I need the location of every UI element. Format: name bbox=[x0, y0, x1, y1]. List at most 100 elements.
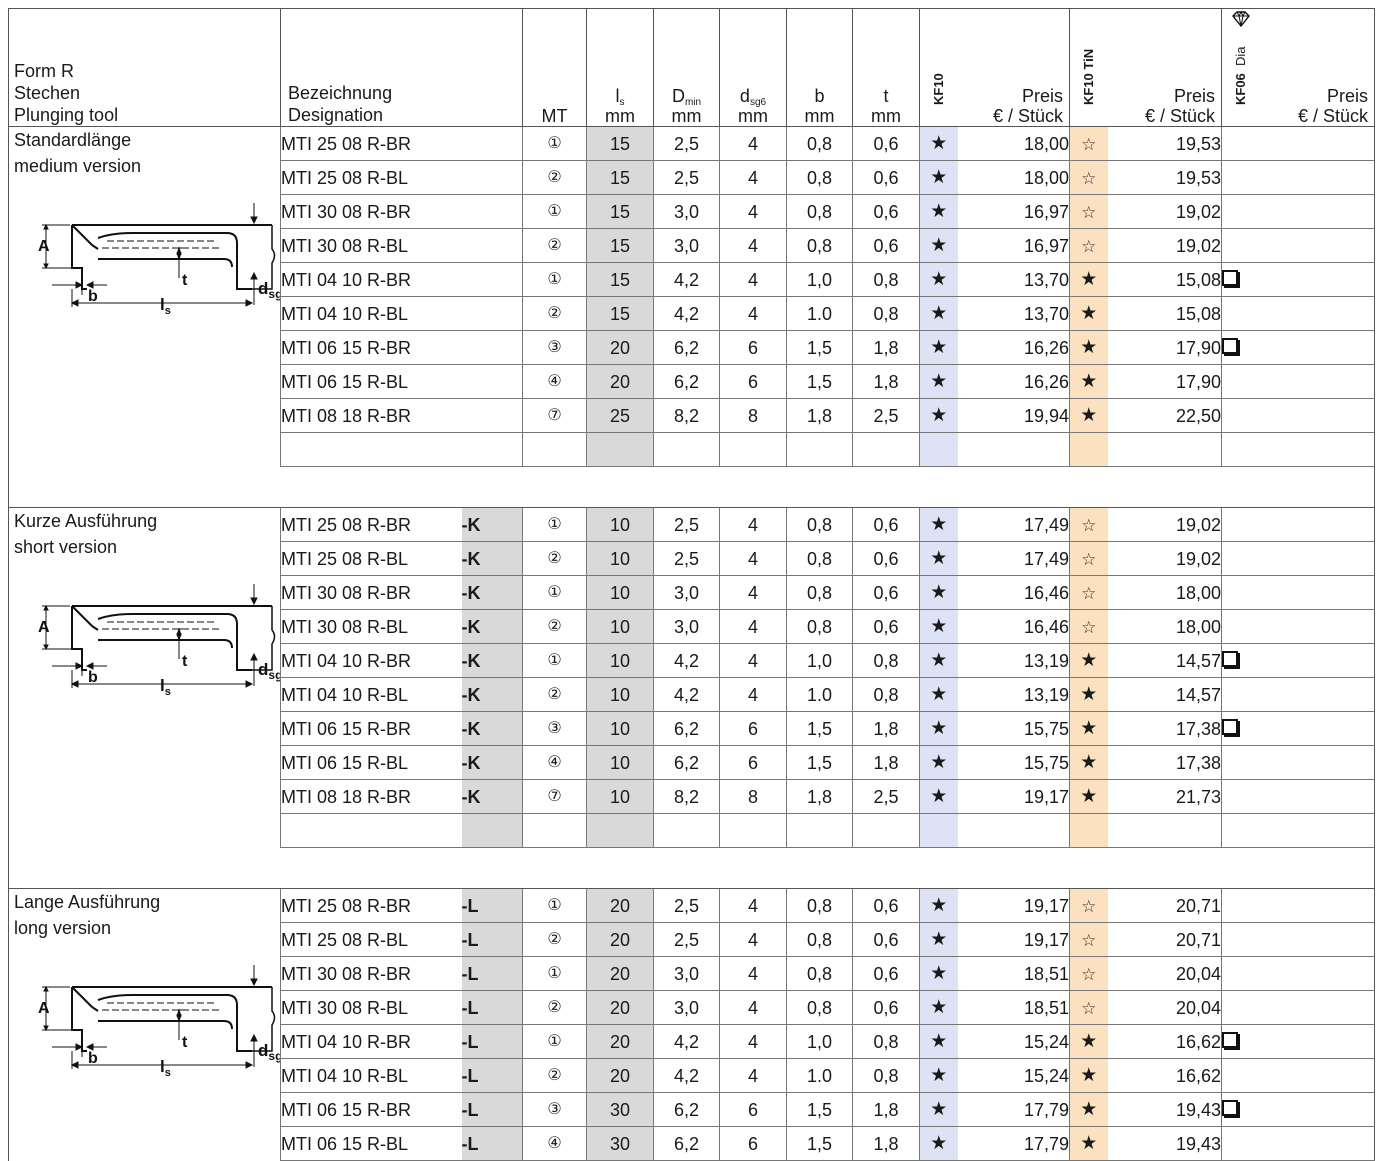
suffix-cell bbox=[461, 330, 523, 365]
b-cell: 1,5 bbox=[786, 711, 853, 746]
suffix-cell: -K bbox=[461, 643, 523, 678]
filled-star-icon: ★ bbox=[930, 650, 948, 671]
checkbox-icon[interactable] bbox=[1222, 1032, 1238, 1048]
kf06-dia-cell[interactable] bbox=[1221, 1024, 1260, 1059]
kf10-cell: ★ bbox=[919, 888, 958, 923]
form-header: Form R Stechen Plunging tool bbox=[8, 8, 281, 127]
dia-price-cell bbox=[1259, 677, 1375, 712]
dmin-cell: 2,5 bbox=[653, 126, 720, 161]
section-title-en: medium version bbox=[14, 156, 142, 176]
ls-cell: 15 bbox=[586, 228, 654, 263]
outline-star-icon: ☆ bbox=[1081, 515, 1097, 535]
section-separator bbox=[8, 847, 1375, 889]
unit-label: mm bbox=[871, 106, 901, 126]
outline-star-icon: ☆ bbox=[1081, 168, 1097, 188]
kf06-dia-cell bbox=[1221, 922, 1260, 957]
empty-cell bbox=[586, 432, 654, 467]
empty-cell bbox=[1069, 432, 1108, 467]
suffix-cell: -L bbox=[461, 1024, 523, 1059]
checkbox-icon[interactable] bbox=[1222, 651, 1238, 667]
kf06-dia-cell bbox=[1221, 126, 1260, 161]
filled-star-icon: ★ bbox=[930, 337, 948, 358]
empty-row bbox=[9, 813, 1375, 848]
drawing-label-b: b bbox=[88, 669, 98, 686]
checkbox-icon[interactable] bbox=[1222, 270, 1238, 286]
dsg6-cell: 6 bbox=[719, 1126, 787, 1161]
kf10-cell: ★ bbox=[919, 609, 958, 644]
dia-price-cell bbox=[1259, 643, 1375, 678]
drawing-label-b: b bbox=[88, 288, 98, 305]
filled-star-icon: ★ bbox=[930, 133, 948, 154]
kf10-cell: ★ bbox=[919, 160, 958, 195]
dmin-cell: 4,2 bbox=[653, 1024, 720, 1059]
ls-cell: 10 bbox=[586, 609, 654, 644]
empty-cell bbox=[586, 813, 654, 848]
dmin-label: Dmin bbox=[671, 86, 702, 108]
dmin-cell: 3,0 bbox=[653, 228, 720, 263]
filled-star-icon: ★ bbox=[1080, 684, 1098, 705]
mt-cell: ② bbox=[522, 541, 587, 576]
outline-star-icon: ☆ bbox=[1081, 964, 1097, 984]
designation-label-en: Designation bbox=[288, 105, 384, 125]
kf06-dia-cell bbox=[1221, 296, 1260, 331]
designation-cell: MTI 25 08 R-BR bbox=[280, 126, 462, 161]
dia-price-cell bbox=[1259, 575, 1375, 610]
suffix-cell: -L bbox=[461, 956, 523, 991]
checkbox-icon[interactable] bbox=[1222, 719, 1238, 735]
kf10-tin-price-cell: 20,71 bbox=[1107, 888, 1222, 923]
dia-price-cell bbox=[1259, 922, 1375, 957]
dia-price-cell bbox=[1259, 745, 1375, 780]
table-row: MTI 06 15 R-BR ③ 20 6,2 6 1,5 1,8 ★ 16,26 ★ 17,90 bbox=[9, 330, 1375, 365]
filled-star-icon: ★ bbox=[1080, 337, 1098, 358]
kf06-dia-cell[interactable] bbox=[1221, 711, 1260, 746]
t-cell: 0,8 bbox=[852, 677, 920, 712]
mt-cell: ② bbox=[522, 160, 587, 195]
suffix-cell bbox=[461, 126, 523, 161]
dia-price-cell bbox=[1259, 990, 1375, 1025]
kf06-dia-cell[interactable] bbox=[1221, 262, 1260, 297]
kf10-price-cell: 15,75 bbox=[957, 745, 1070, 780]
unit-label: mm bbox=[671, 106, 702, 126]
designation-cell: MTI 04 10 R-BR bbox=[280, 643, 462, 678]
ls-cell: 15 bbox=[586, 194, 654, 229]
ls-cell: 15 bbox=[586, 296, 654, 331]
section-title-cell: Lange Ausführung long version A b t ls ds… bbox=[8, 888, 281, 1161]
kf10-tin-price-cell: 17,38 bbox=[1107, 711, 1222, 746]
kf06-dia-cell[interactable] bbox=[1221, 1092, 1260, 1127]
dmin-header: Dmin mm bbox=[653, 8, 720, 127]
designation-cell: MTI 06 15 R-BL bbox=[280, 745, 462, 780]
kf06-dia-cell bbox=[1221, 160, 1260, 195]
mt-cell: ① bbox=[522, 1024, 587, 1059]
kf06-dia-cell[interactable] bbox=[1221, 643, 1260, 678]
mt-cell: ① bbox=[522, 643, 587, 678]
empty-cell bbox=[852, 813, 920, 848]
dmin-cell: 8,2 bbox=[653, 779, 720, 814]
dmin-cell: 8,2 bbox=[653, 398, 720, 433]
suffix-cell: -K bbox=[461, 609, 523, 644]
suffix-cell: -L bbox=[461, 1126, 523, 1161]
empty-cell bbox=[1107, 813, 1222, 848]
filled-star-icon: ★ bbox=[930, 371, 948, 392]
filled-star-icon: ★ bbox=[1080, 371, 1098, 392]
t-cell: 1,8 bbox=[852, 1092, 920, 1127]
section-title-de: Kurze Ausführung bbox=[14, 511, 158, 531]
dmin-cell: 3,0 bbox=[653, 990, 720, 1025]
checkbox-icon[interactable] bbox=[1222, 338, 1238, 354]
empty-cell bbox=[522, 432, 587, 467]
designation-cell: MTI 04 10 R-BL bbox=[280, 1058, 462, 1093]
kf10-tin-price-cell: 20,04 bbox=[1107, 990, 1222, 1025]
dia-price-cell bbox=[1259, 194, 1375, 229]
dsg6-cell: 4 bbox=[719, 126, 787, 161]
kf06-dia-cell[interactable] bbox=[1221, 330, 1260, 365]
kf10-tin-cell: ★ bbox=[1069, 745, 1108, 780]
kf10-price-cell: 17,79 bbox=[957, 1126, 1070, 1161]
ls-cell: 10 bbox=[586, 677, 654, 712]
checkbox-icon[interactable] bbox=[1222, 1100, 1238, 1116]
kf10-tin-cell: ☆ bbox=[1069, 990, 1108, 1025]
kf10-tin-price-cell: 15,08 bbox=[1107, 262, 1222, 297]
filled-star-icon: ★ bbox=[1080, 1065, 1098, 1086]
suffix-cell bbox=[461, 296, 523, 331]
suffix-cell: -L bbox=[461, 1092, 523, 1127]
header-row: Form R Stechen Plunging tool Bezeichnung… bbox=[8, 8, 1375, 127]
dmin-cell: 3,0 bbox=[653, 609, 720, 644]
